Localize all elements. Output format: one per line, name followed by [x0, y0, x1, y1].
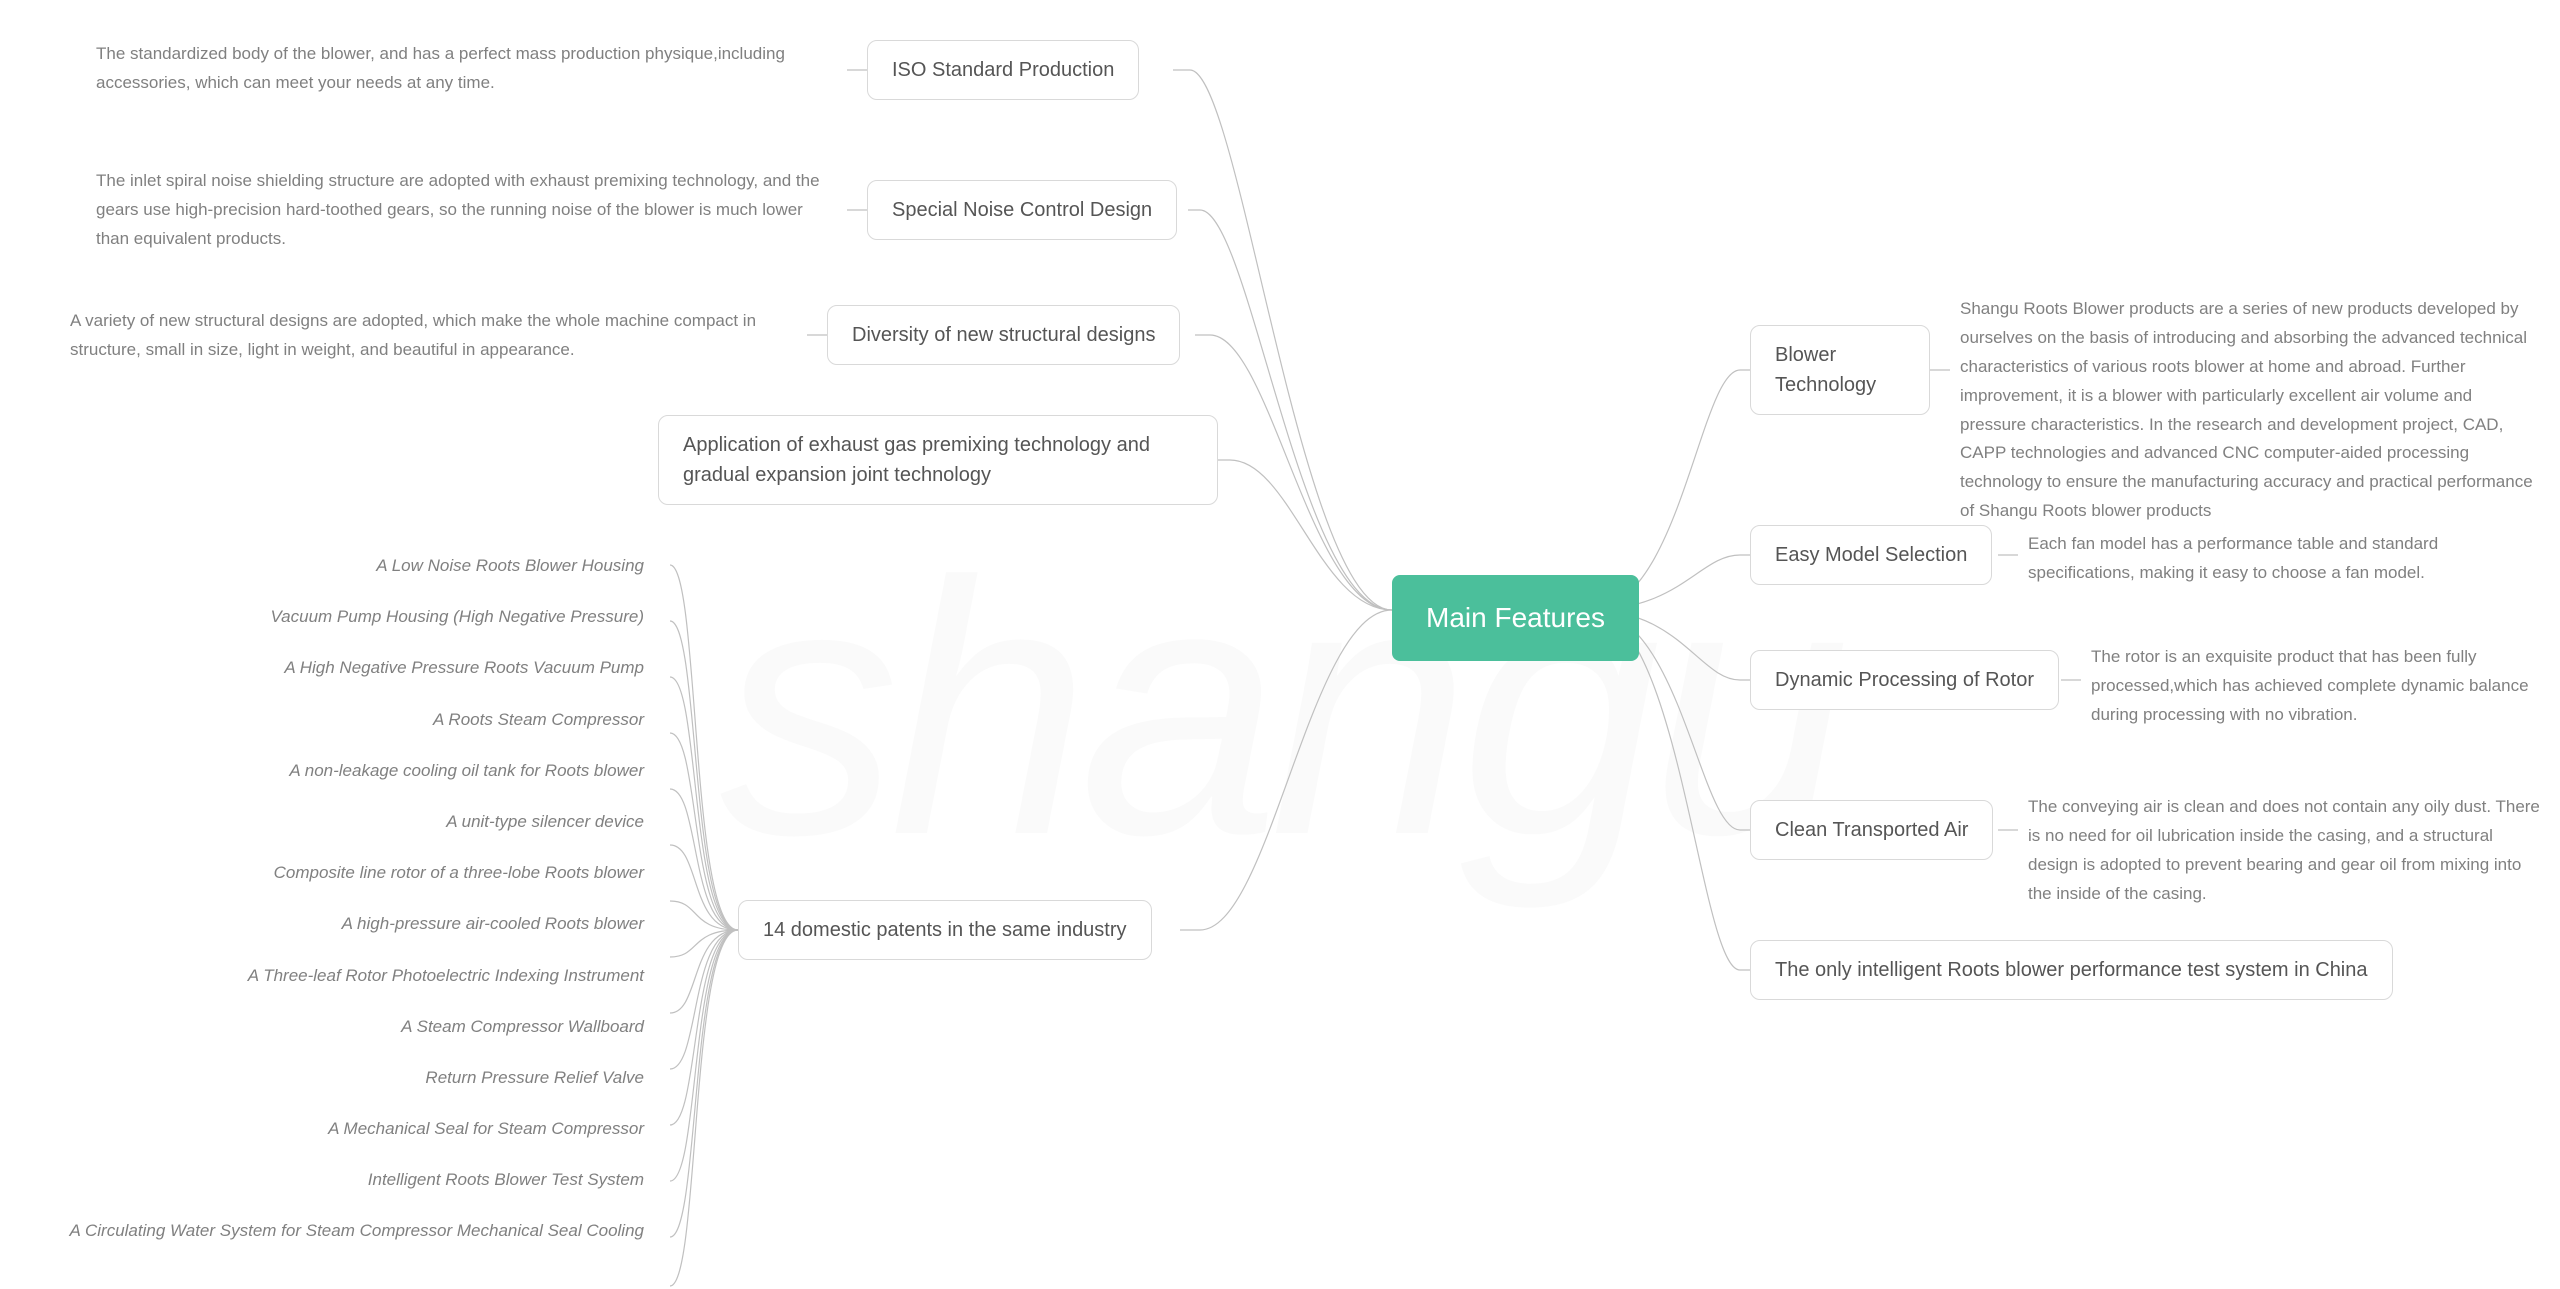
- left-desc-iso: The standardized body of the blower, and…: [96, 40, 836, 98]
- right-desc-blower-tech: Shangu Roots Blower products are a serie…: [1960, 295, 2535, 526]
- patent-item: Return Pressure Relief Valve: [30, 1052, 660, 1103]
- patent-list: A Low Noise Roots Blower Housing Vacuum …: [30, 540, 660, 1257]
- patent-item: Vacuum Pump Housing (High Negative Press…: [30, 591, 660, 642]
- patent-item: Intelligent Roots Blower Test System: [30, 1154, 660, 1205]
- patent-item: A high-pressure air-cooled Roots blower: [30, 898, 660, 949]
- patent-item: A Circulating Water System for Steam Com…: [30, 1205, 660, 1256]
- patent-item: A Low Noise Roots Blower Housing: [30, 540, 660, 591]
- left-node-exhaust: Application of exhaust gas premixing tec…: [658, 415, 1218, 505]
- right-node-easy-model: Easy Model Selection: [1750, 525, 1992, 585]
- patent-item: A Roots Steam Compressor: [30, 694, 660, 745]
- right-desc-easy-model: Each fan model has a performance table a…: [2028, 530, 2538, 588]
- patent-item: A Three-leaf Rotor Photoelectric Indexin…: [30, 950, 660, 1001]
- right-desc-dynamic-rotor: The rotor is an exquisite product that h…: [2091, 643, 2539, 730]
- right-node-dynamic-rotor: Dynamic Processing of Rotor: [1750, 650, 2059, 710]
- left-node-iso: ISO Standard Production: [867, 40, 1139, 100]
- watermark: shangu: [719, 502, 1840, 916]
- left-node-structural: Diversity of new structural designs: [827, 305, 1180, 365]
- patent-item: A Steam Compressor Wallboard: [30, 1001, 660, 1052]
- left-node-patents: 14 domestic patents in the same industry: [738, 900, 1152, 960]
- patent-item: A Mechanical Seal for Steam Compressor: [30, 1103, 660, 1154]
- right-desc-clean-air: The conveying air is clean and does not …: [2028, 793, 2543, 909]
- patent-item: A High Negative Pressure Roots Vacuum Pu…: [30, 642, 660, 693]
- patent-item: A non-leakage cooling oil tank for Roots…: [30, 745, 660, 796]
- left-desc-structural: A variety of new structural designs are …: [70, 307, 810, 365]
- patent-item: A unit-type silencer device: [30, 796, 660, 847]
- right-node-clean-air: Clean Transported Air: [1750, 800, 1993, 860]
- patent-item: Composite line rotor of a three-lobe Roo…: [30, 847, 660, 898]
- center-node: Main Features: [1392, 575, 1639, 661]
- right-node-blower-tech: Blower Technology: [1750, 325, 1930, 415]
- left-desc-noise: The inlet spiral noise shielding structu…: [96, 167, 836, 254]
- right-node-test-system: The only intelligent Roots blower perfor…: [1750, 940, 2393, 1000]
- left-node-noise: Special Noise Control Design: [867, 180, 1177, 240]
